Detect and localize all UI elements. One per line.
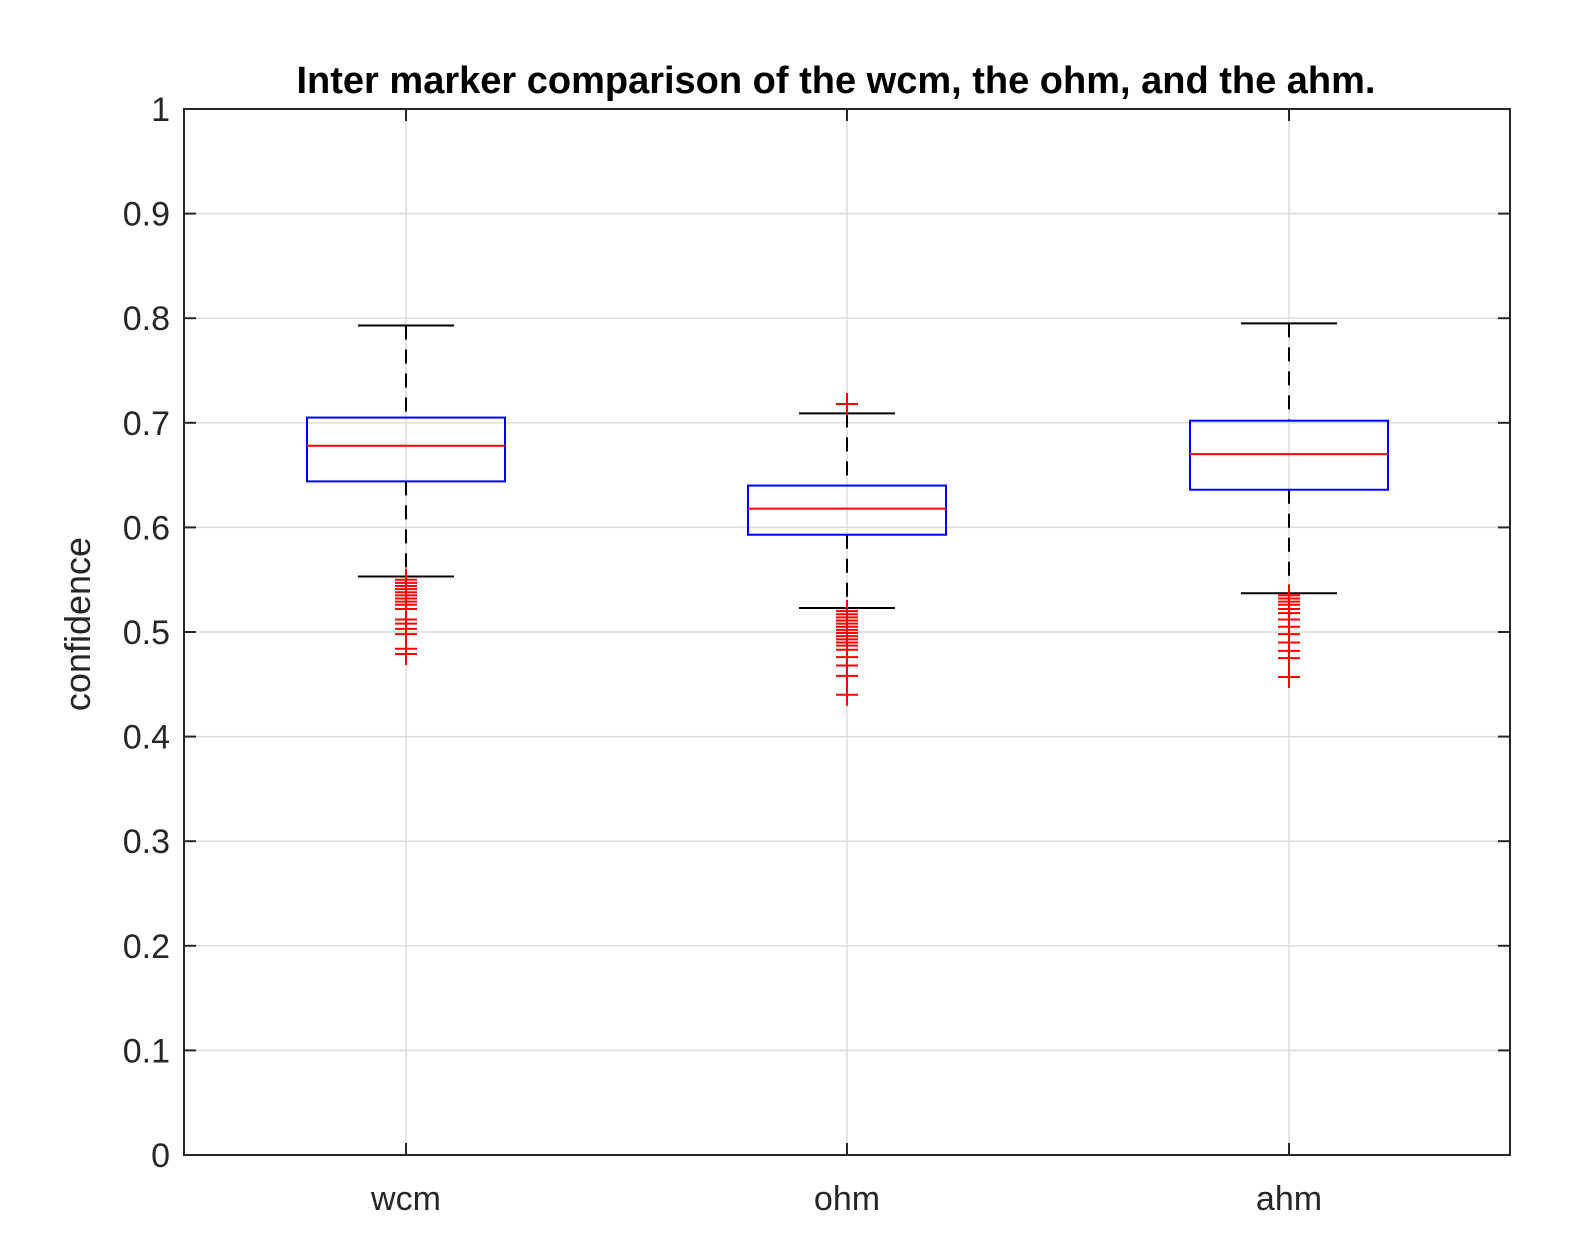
y-tick-label: 0.3 <box>123 823 170 861</box>
y-tick-label: 0.5 <box>123 614 170 652</box>
y-tick-label: 0.4 <box>123 719 170 757</box>
interquartile-box <box>747 484 947 536</box>
chart-title: Inter marker comparison of the wcm, the … <box>297 60 1376 102</box>
box-layer <box>306 322 1389 706</box>
axes-layer: 0 0.1 0.2 0.3 0.4 0.5 0.6 0.7 0.8 0.9 1 wcm ohm ahm <box>123 91 1511 1218</box>
interquartile-box <box>1189 419 1389 491</box>
y-tick-label: 0.6 <box>123 509 170 547</box>
x-tick-label: ohm <box>814 1180 880 1218</box>
outlier-marker <box>1278 647 1300 670</box>
y-tick-label: 0 <box>151 1137 170 1175</box>
y-tick-label: 0.1 <box>123 1032 170 1070</box>
outlier-marker <box>836 664 858 687</box>
interquartile-box <box>306 416 506 483</box>
y-tick-label: 0.9 <box>123 196 170 234</box>
y-tick-label: 0.8 <box>123 300 170 338</box>
y-tick-label: 0.7 <box>123 405 170 443</box>
x-tick-label: ahm <box>1256 1180 1322 1218</box>
outlier-marker <box>836 683 858 706</box>
y-tick-label: 1 <box>151 91 170 129</box>
x-tick-label: wcm <box>370 1180 441 1218</box>
y-tick-label: 0.2 <box>123 928 170 966</box>
outlier-marker <box>395 642 417 665</box>
y-axis-label: confidence <box>57 537 98 711</box>
box-group-wcm <box>306 324 506 665</box>
outlier-marker <box>1278 665 1300 688</box>
box-group-ahm <box>1189 322 1389 688</box>
box-group-ohm <box>747 392 947 706</box>
outlier-marker <box>836 392 858 415</box>
